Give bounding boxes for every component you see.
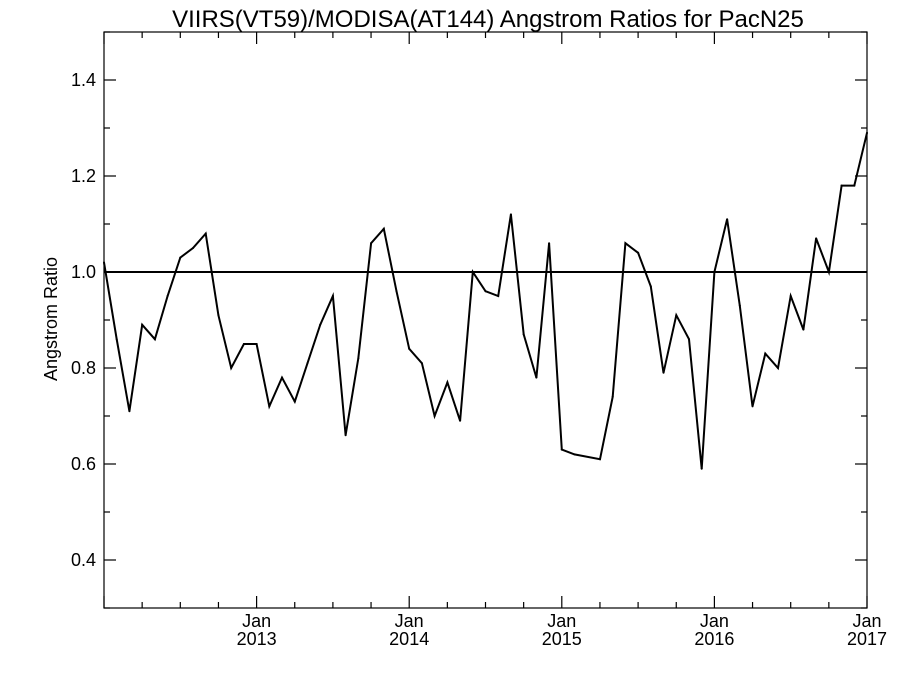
y-tick-label: 0.6 (71, 454, 96, 474)
data-point (840, 184, 843, 187)
data-point (611, 395, 614, 398)
data-point (866, 131, 868, 134)
x-tick-label-month: Jan (547, 611, 576, 631)
data-point (484, 290, 487, 293)
data-point (166, 295, 169, 297)
x-tick-label-month: Jan (395, 611, 424, 631)
data-point (637, 251, 640, 254)
data-point (179, 256, 182, 259)
data-point (331, 295, 334, 297)
x-tick-label-month: Jan (852, 611, 881, 631)
data-point (497, 295, 500, 297)
data-point (204, 232, 207, 235)
series-line-angstrom-ratio (103, 132, 868, 469)
data-point (459, 419, 462, 422)
data-point (776, 367, 779, 369)
x-tick-label-year: 2017 (847, 629, 887, 649)
data-point (357, 357, 360, 360)
data-point (548, 242, 551, 245)
data-point (675, 314, 678, 317)
data-point (306, 362, 309, 365)
data-point (395, 290, 398, 293)
y-tick-label: 1.2 (71, 166, 96, 186)
data-point (319, 323, 322, 326)
data-point (738, 304, 741, 307)
chart-title: VIIRS(VT59)/MODISA(AT144) Angstrom Ratio… (172, 6, 804, 33)
data-point (433, 415, 436, 417)
x-tick-label-year: 2014 (389, 629, 429, 649)
plot-frame (103, 31, 868, 609)
data-point (751, 405, 754, 408)
data-point (535, 376, 538, 379)
data-point (115, 338, 118, 341)
data-point (853, 184, 856, 187)
data-point (268, 405, 271, 408)
data-point (153, 338, 156, 341)
data-points (103, 131, 868, 470)
data-point (713, 271, 716, 273)
data-point (624, 242, 627, 245)
data-point (408, 347, 411, 350)
data-point (522, 333, 525, 336)
y-tick-label: 1.0 (71, 262, 96, 282)
data-point (103, 261, 105, 264)
data-point (687, 338, 690, 341)
y-tick-label: 0.4 (71, 550, 96, 570)
data-point (128, 410, 131, 413)
y-tick-label: 1.4 (71, 70, 96, 90)
tick-labels: 0.40.60.81.01.21.4Jan2013Jan2014Jan2015J… (71, 70, 887, 649)
x-tick-label-year: 2015 (542, 629, 582, 649)
data-point (726, 218, 729, 221)
data-point (192, 247, 195, 249)
data-point (242, 343, 245, 345)
data-point (815, 237, 818, 240)
data-point (509, 213, 512, 216)
y-axis-label: Angstrom Ratio (41, 257, 61, 381)
x-tick-label-year: 2013 (237, 629, 277, 649)
data-point (370, 242, 373, 245)
data-point (141, 323, 144, 326)
data-point (255, 343, 258, 345)
data-point (560, 448, 563, 451)
data-point (649, 285, 652, 288)
x-tick-label-month: Jan (700, 611, 729, 631)
data-point (446, 381, 449, 384)
y-tick-label: 0.8 (71, 358, 96, 378)
ticks (103, 31, 868, 609)
data-point (598, 458, 601, 461)
data-point (344, 434, 347, 437)
data-point (471, 271, 474, 273)
data-point (217, 314, 220, 317)
data-point (230, 367, 233, 369)
data-point (420, 362, 423, 365)
data-point (789, 295, 792, 297)
data-point (802, 328, 805, 331)
data-point (764, 352, 767, 355)
data-point (293, 400, 296, 403)
data-point (382, 227, 385, 230)
data-point (827, 271, 830, 273)
data-point (662, 371, 665, 374)
data-point (281, 376, 284, 379)
data-point (573, 453, 576, 456)
x-tick-label-year: 2016 (694, 629, 734, 649)
data-point (700, 467, 703, 470)
x-tick-label-month: Jan (242, 611, 271, 631)
